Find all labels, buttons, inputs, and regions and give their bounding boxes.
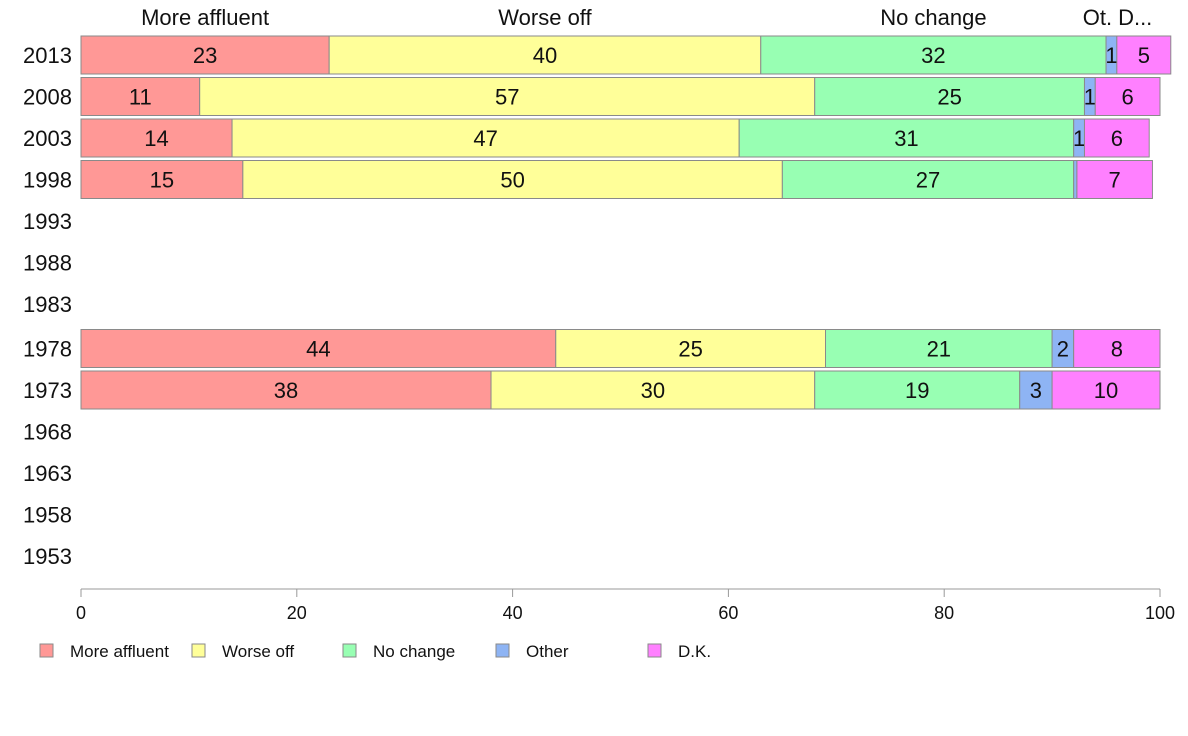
bar-segment bbox=[781, 160, 1075, 199]
column-header: Worse off bbox=[498, 5, 592, 30]
x-tick-label: 80 bbox=[934, 603, 954, 623]
bar-segment bbox=[80, 118, 233, 158]
data-label: 25 bbox=[678, 337, 702, 362]
column-header: No change bbox=[880, 5, 986, 30]
data-label: 50 bbox=[500, 168, 524, 193]
data-label: 6 bbox=[1111, 126, 1123, 151]
bar-segment bbox=[814, 370, 1021, 410]
bar-segment bbox=[490, 370, 816, 410]
data-label: 3 bbox=[1030, 378, 1042, 403]
category-label: 1968 bbox=[23, 420, 72, 445]
bar-segment bbox=[199, 77, 816, 116]
column-header: More affluent bbox=[141, 5, 269, 30]
bar-segment bbox=[328, 35, 762, 75]
legend-label: No change bbox=[373, 642, 455, 661]
legend-swatch bbox=[647, 643, 662, 658]
data-label: 1 bbox=[1084, 85, 1096, 110]
bar-segment bbox=[760, 35, 1107, 75]
data-label: 19 bbox=[905, 378, 929, 403]
category-label: 1958 bbox=[23, 503, 72, 528]
legend-label: Worse off bbox=[222, 642, 294, 661]
data-label: 15 bbox=[150, 168, 174, 193]
category-label: 1988 bbox=[23, 251, 72, 276]
data-label: 5 bbox=[1138, 43, 1150, 68]
column-header: Ot. bbox=[1083, 5, 1112, 30]
category-label: 1998 bbox=[23, 168, 72, 193]
data-label: 30 bbox=[641, 378, 665, 403]
bar-segment bbox=[1116, 35, 1172, 75]
bar-segment bbox=[80, 160, 244, 199]
category-label: 2008 bbox=[23, 85, 72, 110]
legend-swatch bbox=[495, 643, 510, 658]
data-label: 8 bbox=[1111, 337, 1123, 362]
bar-segment bbox=[80, 77, 201, 116]
bar-segment bbox=[1083, 118, 1150, 158]
bar-segment bbox=[738, 118, 1075, 158]
x-tick-label: 0 bbox=[76, 603, 86, 623]
bar-segment bbox=[814, 77, 1085, 116]
data-label: 10 bbox=[1094, 378, 1118, 403]
legend-swatch bbox=[39, 643, 54, 658]
column-header: D... bbox=[1118, 5, 1152, 30]
category-label: 1993 bbox=[23, 209, 72, 234]
data-label: 1 bbox=[1073, 126, 1085, 151]
data-label: 57 bbox=[495, 85, 519, 110]
bar-segment bbox=[80, 370, 492, 410]
category-label: 1973 bbox=[23, 378, 72, 403]
data-label: 40 bbox=[533, 43, 557, 68]
data-label: 27 bbox=[916, 168, 940, 193]
data-label: 23 bbox=[193, 43, 217, 68]
data-label: 2 bbox=[1057, 337, 1069, 362]
data-label: 31 bbox=[894, 126, 918, 151]
data-label: 14 bbox=[144, 126, 168, 151]
data-label: 25 bbox=[937, 85, 961, 110]
x-tick-label: 20 bbox=[287, 603, 307, 623]
category-label: 1953 bbox=[23, 544, 72, 569]
x-tick-label: 100 bbox=[1145, 603, 1175, 623]
data-label: 38 bbox=[274, 378, 298, 403]
data-label: 32 bbox=[921, 43, 945, 68]
bar-segment bbox=[555, 329, 827, 368]
x-tick-label: 60 bbox=[718, 603, 738, 623]
category-label: 2003 bbox=[23, 126, 72, 151]
data-label: 11 bbox=[129, 85, 152, 110]
legend-label: D.K. bbox=[678, 642, 711, 661]
legend-swatch bbox=[342, 643, 357, 658]
category-label: 1978 bbox=[23, 337, 72, 362]
x-tick-label: 40 bbox=[503, 603, 523, 623]
data-label: 1 bbox=[1105, 43, 1117, 68]
category-label: 2013 bbox=[23, 43, 72, 68]
category-label: 1983 bbox=[23, 292, 72, 317]
bar-segment bbox=[1076, 160, 1153, 199]
bar-segment bbox=[1019, 370, 1053, 410]
bar-segment bbox=[825, 329, 1053, 368]
data-label: 21 bbox=[927, 337, 951, 362]
bar-segment bbox=[80, 35, 330, 75]
bar-segment bbox=[80, 329, 557, 368]
bar-segment bbox=[1094, 77, 1161, 116]
legend-swatch bbox=[191, 643, 206, 658]
legend-label: Other bbox=[526, 642, 569, 661]
bar-segment bbox=[1073, 329, 1161, 368]
bar-segment bbox=[1051, 370, 1161, 410]
category-label: 1963 bbox=[23, 461, 72, 486]
data-label: 44 bbox=[306, 337, 330, 362]
legend-label: More affluent bbox=[70, 642, 169, 661]
data-label: 6 bbox=[1122, 85, 1134, 110]
data-label: 7 bbox=[1109, 168, 1121, 193]
data-label: 47 bbox=[473, 126, 497, 151]
